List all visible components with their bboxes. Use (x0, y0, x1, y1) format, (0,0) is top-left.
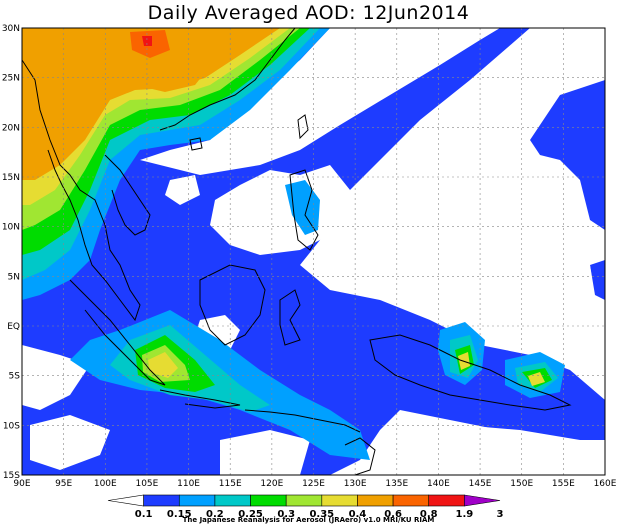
coastline-borneo (199, 264, 266, 346)
aod-hole (30, 415, 110, 470)
aod-region-orange (22, 28, 280, 180)
coastline-sumatra (69, 279, 166, 386)
colorbar-level-label: 0.25 (238, 509, 263, 520)
colorbar-level-label: 0.15 (167, 509, 192, 520)
aod-region-blue-ne (530, 80, 605, 230)
colorbar-swatch (392, 494, 430, 507)
coastline-china (159, 28, 296, 131)
coastline-mainland (22, 59, 141, 322)
colorbar-level-label: 3 (497, 509, 504, 520)
colorbar-level-label: 0.2 (206, 509, 224, 520)
aod-hole (380, 90, 540, 225)
coastline-hainan (189, 137, 203, 151)
latitude-label: 5N (8, 272, 20, 282)
aod-region-yellow (148, 352, 178, 378)
longitude-label: 145E (469, 479, 492, 489)
coastline-australia (344, 437, 376, 475)
aod-hole (380, 425, 605, 475)
aod-hole (360, 215, 595, 330)
latitude-label: 10N (2, 223, 20, 233)
colorbar-level-label: 0.35 (309, 509, 334, 520)
colorbar-swatch (214, 494, 251, 507)
latitude-label: 15N (2, 173, 20, 183)
coastline-indochina (104, 154, 151, 236)
longitude-label: 125E (302, 479, 325, 489)
aod-hole (220, 430, 310, 475)
graticule (22, 28, 605, 475)
coastline-sulawesi (279, 289, 301, 346)
longitude-label: 135E (385, 479, 408, 489)
coastlines (22, 28, 572, 475)
longitude-label: 140E (427, 479, 450, 489)
coastline-java (159, 389, 241, 409)
longitude-labels: 90E 95E 100E 105E 110E 115E 120E 125E 130E 135E 14… (13, 479, 616, 489)
latitude-label: 15S (3, 471, 20, 481)
colorbar: 0.1 0.15 0.2 0.25 0.3 0.35 0.4 0.6 0.8 1.9 3 (107, 494, 504, 520)
longitude-label: 100E (94, 479, 117, 489)
colorbar-level-label: 0.1 (135, 509, 153, 520)
colorbar-swatch (321, 494, 358, 507)
latitude-label: 30N (2, 24, 20, 34)
aod-region-red (142, 36, 152, 46)
longitude-label: 115E (219, 479, 242, 489)
longitude-label: 130E (344, 479, 367, 489)
colorbar-swatch (178, 494, 216, 507)
longitude-label: 155E (552, 479, 575, 489)
latitude-label: 5S (9, 372, 21, 382)
longitude-label: 105E (135, 479, 158, 489)
latitude-label: EQ (7, 322, 20, 332)
aod-hole (165, 175, 200, 205)
aod-field (22, 28, 605, 475)
coastline-philippines (289, 169, 319, 251)
credit-line: The Japanese Reanalysis for Aerosol (JRA… (182, 516, 435, 524)
colorbar-level-label: 0.4 (349, 509, 367, 520)
coastline-newguinea (369, 334, 572, 411)
latitude-label: 25N (2, 74, 20, 84)
colorbar-swatch (107, 494, 144, 507)
coastline-taiwan (297, 114, 309, 140)
longitude-label: 160E (594, 479, 617, 489)
colorbar-level-label: 0.6 (384, 509, 402, 520)
coastline-lesser-sunda (244, 409, 361, 433)
colorbar-swatch (428, 494, 465, 507)
colorbar-swatch (357, 494, 394, 507)
colorbar-swatch (464, 494, 501, 507)
colorbar-level-label: 0.3 (277, 509, 295, 520)
map-title: Daily Averaged AOD: 12Jun2014 (147, 2, 470, 24)
plot-frame (21, 27, 606, 476)
colorbar-swatch (250, 494, 287, 507)
longitude-label: 90E (13, 479, 30, 489)
aod-region-blue-e (590, 260, 605, 300)
colorbar-swatch (285, 494, 323, 507)
longitude-label: 95E (55, 479, 72, 489)
longitude-label: 110E (177, 479, 200, 489)
longitude-label: 120E (260, 479, 283, 489)
longitude-label: 150E (510, 479, 533, 489)
latitude-labels: 15S 10S 5S EQ 5N 10N 15N 20N 25N 30N (2, 24, 20, 481)
aod-hole (210, 165, 350, 255)
latitude-label: 20N (2, 123, 20, 133)
latitude-label: 10S (3, 421, 20, 431)
colorbar-level-label: 1.9 (456, 509, 474, 520)
colorbar-level-label: 0.8 (420, 509, 438, 520)
colorbar-swatch (143, 494, 180, 507)
